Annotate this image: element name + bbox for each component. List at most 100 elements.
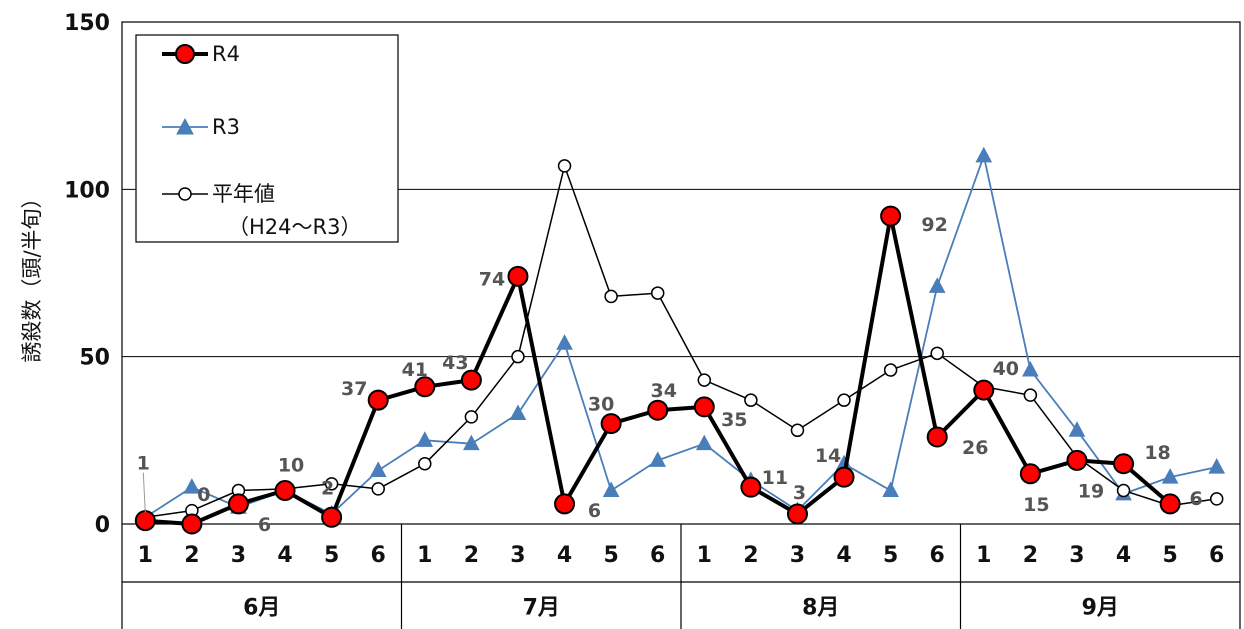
label-leader-line — [142, 472, 146, 513]
r4-point — [973, 379, 995, 401]
r4-data-label: 0 — [197, 484, 210, 506]
r4-point — [321, 506, 343, 528]
r4-point — [1113, 453, 1135, 475]
r4-point — [414, 376, 436, 398]
x-tick-label: 2 — [743, 543, 758, 568]
x-tick-label: 5 — [603, 543, 618, 568]
y-tick-label-0: 0 — [95, 513, 110, 538]
x-tick-label: 4 — [277, 543, 292, 568]
x-tick-label: 1 — [138, 543, 153, 568]
series-r4 — [134, 205, 1181, 535]
month-label: 8月 — [802, 596, 839, 621]
normal-point — [1209, 492, 1224, 506]
r4-data-label: 74 — [479, 268, 505, 290]
month-label: 9月 — [1082, 596, 1119, 621]
x-tick-label: 6 — [650, 543, 665, 568]
x-tick-label: 5 — [883, 543, 898, 568]
r4-point — [880, 205, 902, 227]
r4-data-label: 1 — [137, 453, 150, 475]
y-axis-label: 誘殺数（頭/半旬） — [20, 187, 44, 362]
r4-point — [926, 426, 948, 448]
normal-point — [790, 423, 805, 438]
legend-item-r3: R3 — [162, 115, 240, 139]
r4-data-label: 40 — [993, 358, 1019, 380]
r3-point — [975, 146, 993, 163]
r4-point — [693, 396, 715, 418]
r3-point — [602, 481, 620, 498]
normal-point — [604, 289, 618, 304]
x-tick-label: 2 — [464, 543, 479, 568]
r4-point — [833, 466, 855, 488]
r4-point — [507, 265, 529, 287]
r4-data-label: 26 — [962, 437, 988, 459]
r4-point — [600, 413, 622, 435]
series-layer — [134, 146, 1226, 535]
x-tick-label: 3 — [1069, 543, 1084, 568]
x-tick-label: 2 — [184, 543, 199, 568]
x-tick-label: 1 — [976, 543, 991, 568]
r4-point — [1066, 449, 1088, 471]
r3-point — [369, 461, 387, 477]
normal-point — [324, 477, 339, 491]
r4-data-label: 2 — [321, 477, 334, 499]
legend-r4-label: R4 — [212, 42, 240, 66]
normal-point — [837, 393, 851, 407]
x-tick-label: 3 — [231, 543, 246, 568]
x-tick-label: 4 — [557, 543, 572, 568]
legend-normal-label: 平年値 — [212, 182, 275, 206]
legend-r3-marker — [176, 117, 194, 135]
r3-point — [416, 431, 434, 447]
r3-point — [463, 434, 480, 451]
r4-data-label: 18 — [1144, 442, 1170, 464]
legend-r4-marker — [175, 44, 195, 64]
r3-point — [695, 434, 713, 451]
normal-point — [1023, 388, 1038, 402]
r3-point — [509, 404, 527, 421]
series-line — [145, 165, 1217, 519]
r4-point — [554, 493, 576, 515]
r4-point — [134, 510, 156, 532]
legend: R4 R3 平年値 （H24～R3） — [135, 34, 399, 243]
normal-point — [883, 363, 898, 377]
x-tick-label: 1 — [417, 543, 432, 568]
x-tick-label: 5 — [1162, 543, 1177, 568]
r3-point — [1068, 421, 1086, 437]
r4-point — [460, 369, 482, 391]
x-tick-label: 5 — [324, 543, 339, 568]
r3-point — [1022, 360, 1039, 377]
legend-normal-sublabel: （H24～R3） — [228, 215, 361, 239]
normal-point — [511, 349, 525, 364]
r4-data-label: 35 — [721, 409, 747, 431]
r4-data-label: 37 — [341, 378, 367, 400]
r3-point — [1161, 468, 1179, 484]
r4-data-label: 41 — [402, 359, 428, 381]
normal-point — [371, 482, 385, 496]
r4-data-label: 34 — [650, 380, 676, 402]
r4-data-label: 43 — [442, 352, 468, 374]
series-line — [144, 155, 1217, 519]
x-tick-label: 3 — [510, 543, 525, 568]
normal-point — [418, 457, 432, 471]
legend-r3-label: R3 — [212, 115, 240, 139]
r4-data-label: 11 — [762, 467, 788, 489]
y-tick-label-150: 150 — [64, 11, 110, 36]
x-tick-label: 4 — [836, 543, 851, 568]
legend-box — [135, 34, 399, 243]
r4-data-label: 14 — [815, 445, 841, 467]
normal-point — [930, 346, 944, 361]
r4-point — [786, 503, 808, 525]
x-tick-label: 6 — [371, 543, 386, 568]
r3-point — [649, 451, 667, 467]
r3-point — [928, 277, 946, 293]
r4-data-label: 15 — [1023, 494, 1049, 516]
normal-point — [464, 410, 479, 424]
normal-point — [744, 393, 758, 407]
normal-point — [697, 373, 712, 387]
r4-point — [647, 399, 669, 421]
r4-data-label: 10 — [278, 455, 304, 477]
r4-data-label: 19 — [1078, 480, 1104, 502]
legend-item-normal: 平年値 （H24～R3） — [162, 182, 361, 239]
